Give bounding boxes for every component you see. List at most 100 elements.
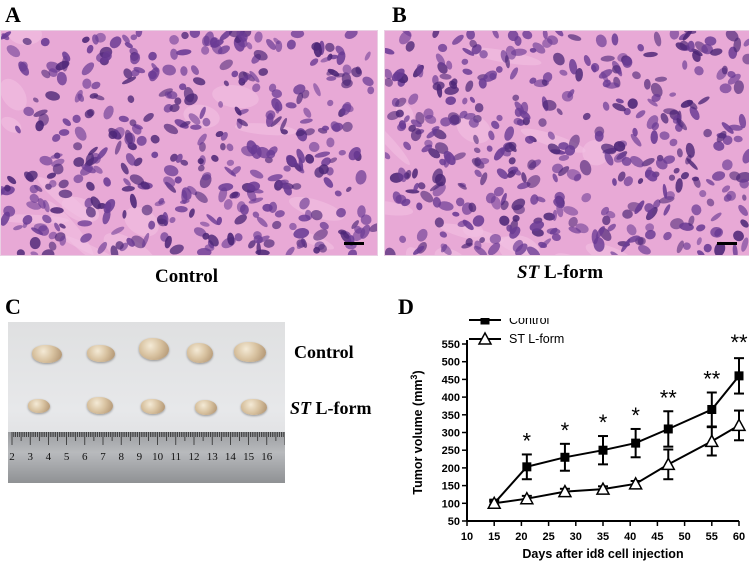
histo-b-nucleus [515, 243, 528, 255]
panel-b-caption-italic: ST [517, 262, 540, 283]
ruler-tick-label: 4 [46, 451, 52, 463]
histo-a-nucleus [239, 204, 249, 215]
histo-b-nucleus [410, 119, 422, 128]
histo-a-nucleus [303, 107, 312, 118]
histo-b-nucleus [500, 200, 509, 211]
histo-b-nucleus [477, 158, 490, 165]
panel-c-letter: C [5, 294, 21, 319]
histo-a-nucleus [256, 216, 268, 228]
histo-b-nucleus [583, 55, 591, 66]
histo-a-nucleus [188, 208, 195, 218]
histo-b-nucleus [650, 82, 663, 98]
histo-b-nucleus [659, 131, 670, 140]
x-tick-label: 30 [570, 531, 582, 543]
histo-a-nucleus [170, 48, 178, 60]
histo-b-nucleus [413, 182, 419, 192]
histo-b-nucleus [600, 206, 610, 216]
histo-a-nucleus [180, 121, 191, 128]
histo-b-nucleus [602, 79, 611, 88]
histo-b-nucleus [509, 226, 521, 239]
panel-a-letter: A [5, 2, 21, 27]
histo-a-nucleus [234, 214, 247, 225]
ruler-tick-label: 9 [137, 451, 143, 463]
histo-b-stroma [385, 200, 414, 216]
histo-a-nucleus [347, 249, 358, 255]
histo-b-nucleus [694, 66, 704, 76]
histo-b-nucleus [645, 169, 658, 182]
histo-a-nucleus [7, 175, 17, 185]
histo-a-nucleus [110, 245, 119, 255]
histo-a-nucleus [187, 185, 198, 196]
histo-a-nucleus [181, 31, 189, 40]
histo-b-nucleus [439, 231, 448, 238]
histo-a-nucleus [150, 134, 160, 144]
histo-a-nucleus [295, 130, 305, 137]
histo-b-nucleus [429, 181, 444, 192]
histo-b-nucleus [703, 243, 712, 253]
histo-a-nucleus [341, 72, 352, 86]
histo-b-nucleus [462, 219, 474, 231]
histo-a-nucleus [126, 237, 135, 247]
histo-b-nucleus [440, 117, 452, 127]
histo-b-nucleus [704, 36, 717, 46]
histo-b-nucleus [602, 101, 610, 111]
histo-b-nucleus [644, 229, 656, 240]
histo-b-nucleus [399, 235, 407, 243]
histo-a-nucleus [326, 76, 337, 81]
histo-b-nucleus [740, 219, 749, 228]
histo-b-nucleus [434, 217, 444, 228]
series-line-2 [494, 424, 740, 505]
histo-b-nucleus [660, 113, 669, 124]
histo-b-nucleus [551, 233, 561, 241]
histo-b-nucleus [468, 202, 477, 213]
histo-a-nucleus [73, 142, 83, 151]
histo-a-nucleus [283, 184, 292, 196]
histo-b-nucleus [440, 243, 452, 255]
histo-b-nucleus [474, 169, 482, 178]
histo-a-nucleus [326, 137, 335, 148]
histo-b-nucleus [638, 245, 651, 255]
histo-b-nucleus [424, 139, 433, 148]
histo-b-nucleus [465, 80, 474, 92]
histo-b-nucleus [435, 142, 449, 154]
histo-b-nucleus [632, 127, 638, 137]
histo-b-nucleus [723, 194, 732, 202]
histology-image-control [0, 30, 378, 256]
histo-b-nucleus [593, 237, 605, 252]
histo-a-nucleus [1, 211, 10, 226]
histo-a-nucleus [286, 154, 298, 167]
histo-b-nucleus [490, 195, 502, 210]
histo-a-nucleus [118, 115, 129, 123]
significance-marker: * [631, 403, 640, 428]
x-axis-label: Days after id8 cell injection [522, 547, 683, 561]
histo-a-nucleus [217, 45, 230, 55]
tumor-control-1 [32, 345, 62, 363]
histo-a-nucleus [30, 251, 39, 255]
ruler-tick-label: 6 [82, 451, 88, 463]
histo-a-nucleus [227, 232, 235, 246]
histo-b-nucleus [698, 96, 710, 105]
histo-b-nucleus [401, 198, 411, 207]
histo-a-nucleus [22, 37, 32, 45]
histo-a-nucleus [181, 190, 188, 204]
histo-b-nucleus [689, 106, 700, 121]
histo-b-nucleus [582, 112, 591, 121]
histo-a-nucleus [162, 64, 176, 76]
histo-a-nucleus [249, 70, 260, 83]
histo-b-nucleus [710, 48, 723, 56]
histo-a-nucleus [87, 108, 95, 117]
histo-a-nucleus [336, 208, 346, 218]
histo-b-nucleus [733, 230, 744, 242]
histo-a-nucleus [163, 123, 179, 135]
histo-a-nucleus [342, 103, 354, 113]
histo-b-nucleus [616, 67, 623, 77]
histo-a-nucleus [62, 51, 71, 62]
histo-a-nucleus [59, 235, 67, 246]
histo-b-nucleus [612, 178, 617, 186]
legend-marker-st-l-form [477, 331, 493, 345]
ruler-tick-label: 16 [261, 451, 273, 463]
histo-a-nucleus [41, 249, 55, 255]
tumor-photo: 2 3 4 5 6 7 8 9 10 11 12 13 14 15 16 [8, 322, 285, 483]
significance-marker: ** [730, 330, 748, 355]
histo-b-stroma [405, 247, 428, 255]
